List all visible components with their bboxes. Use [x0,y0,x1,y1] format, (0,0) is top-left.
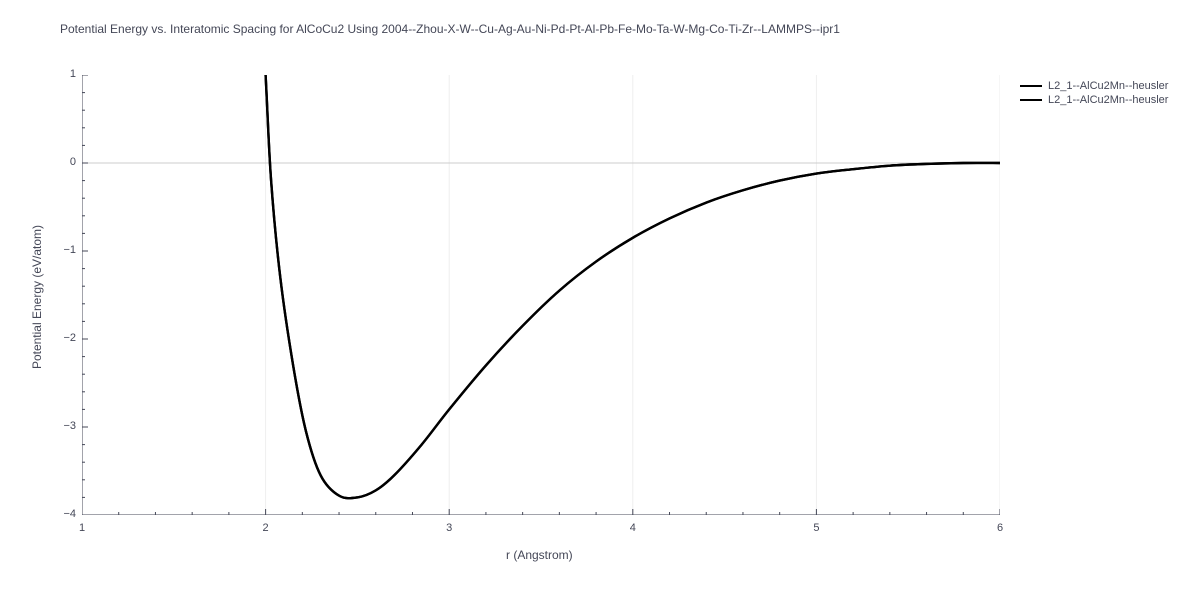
legend-label: L2_1--AlCu2Mn--heusler [1048,94,1168,106]
y-tick-label: −4 [46,509,76,520]
series-line [256,75,1000,498]
chart-title: Potential Energy vs. Interatomic Spacing… [60,22,840,36]
plot-area [82,75,1000,515]
y-tick-label: −3 [46,421,76,432]
y-tick-label: 0 [46,157,76,168]
legend-item[interactable]: L2_1--AlCu2Mn--heusler [1020,80,1168,92]
x-tick-label: 5 [813,523,819,534]
legend: L2_1--AlCu2Mn--heusler L2_1--AlCu2Mn--heu… [1020,80,1168,108]
y-tick-label: −2 [46,333,76,344]
x-tick-label: 6 [997,523,1003,534]
x-tick-label: 2 [263,523,269,534]
y-axis-label: Potential Energy (eV/atom) [30,222,44,372]
legend-label: L2_1--AlCu2Mn--heusler [1048,80,1168,92]
series-line [256,75,1000,498]
x-tick-label: 1 [79,523,85,534]
x-tick-label: 3 [446,523,452,534]
legend-item[interactable]: L2_1--AlCu2Mn--heusler [1020,94,1168,106]
legend-line-icon [1020,85,1042,87]
y-tick-label: −1 [46,245,76,256]
y-tick-label: 1 [46,69,76,80]
x-tick-label: 4 [630,523,636,534]
x-axis-label: r (Angstrom) [506,548,573,562]
legend-line-icon [1020,99,1042,101]
